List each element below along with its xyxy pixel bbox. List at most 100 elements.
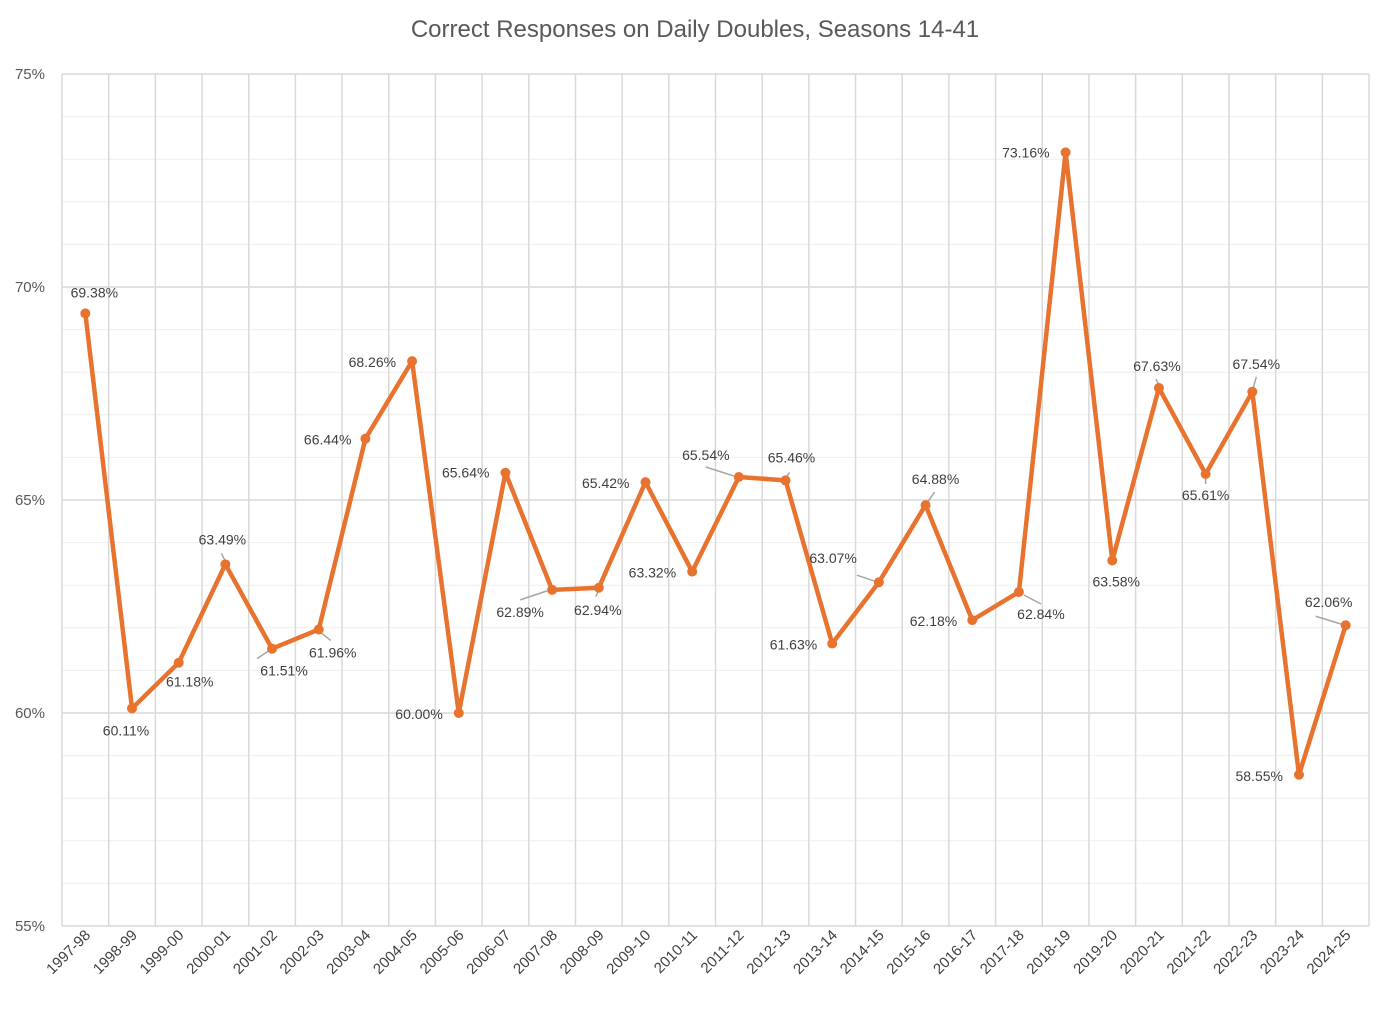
x-tick-label: 2012-13	[743, 927, 794, 978]
x-tick-label: 2019-20	[1070, 927, 1121, 978]
data-label: 62.84%	[1017, 606, 1064, 622]
data-label: 63.58%	[1093, 573, 1140, 589]
data-label: 62.94%	[574, 602, 621, 618]
data-label: 73.16%	[1002, 144, 1049, 160]
data-label: 66.44%	[304, 432, 351, 448]
data-point	[1013, 587, 1024, 598]
data-label: 61.96%	[309, 645, 356, 661]
data-point	[173, 657, 184, 668]
x-tick-label: 2003-04	[323, 927, 374, 978]
x-tick-label: 2017-18	[977, 927, 1028, 978]
data-label: 68.26%	[349, 354, 396, 370]
y-tick-label: 70%	[15, 279, 45, 296]
x-tick-label: 2010-11	[651, 927, 701, 977]
data-point	[733, 471, 744, 482]
x-tick-label: 2005-06	[417, 927, 468, 978]
x-tick-label: 2007-08	[510, 927, 561, 978]
data-label: 65.46%	[768, 449, 815, 465]
x-tick-label: 2021-22	[1163, 927, 1214, 978]
y-tick-label: 60%	[15, 705, 45, 722]
data-label: 62.89%	[496, 604, 543, 620]
x-tick-label: 2020-21	[1117, 927, 1168, 978]
x-tick-label: 1997-98	[43, 927, 94, 978]
data-point	[873, 577, 884, 588]
data-label: 67.54%	[1233, 356, 1280, 372]
data-label-leader-line	[705, 466, 735, 477]
data-point	[127, 703, 138, 714]
x-tick-label: 2011-12	[698, 927, 748, 977]
data-point	[1200, 469, 1211, 480]
y-tick-label: 75%	[15, 66, 45, 83]
data-label: 63.07%	[809, 550, 856, 566]
data-point	[1340, 620, 1351, 631]
data-point	[1247, 386, 1258, 397]
data-point	[920, 500, 931, 511]
data-label-leader-line	[1252, 376, 1258, 388]
data-label-leader-line	[256, 650, 270, 660]
x-tick-label: 1999-00	[137, 927, 188, 978]
data-point	[220, 559, 231, 570]
data-point	[687, 566, 698, 577]
data-point	[640, 477, 651, 488]
data-point	[1107, 555, 1118, 566]
data-label: 65.54%	[682, 447, 729, 463]
data-label: 63.32%	[629, 565, 676, 581]
x-tick-label: 1998-99	[90, 927, 141, 978]
data-label: 58.55%	[1235, 768, 1282, 784]
data-point	[80, 308, 91, 319]
x-tick-label: 2008-09	[557, 927, 608, 978]
x-tick-label: 2023-24	[1257, 927, 1308, 978]
x-tick-label: 2004-05	[370, 927, 421, 978]
x-tick-label: 2009-10	[603, 927, 654, 978]
data-label-leader-line	[1023, 594, 1042, 605]
data-label: 60.11%	[103, 722, 149, 738]
data-label: 65.64%	[442, 465, 489, 481]
data-point	[313, 624, 324, 635]
x-tick-label: 2015-16	[883, 927, 934, 978]
data-label: 61.18%	[166, 674, 213, 690]
data-label: 67.63%	[1133, 358, 1180, 374]
data-label: 64.88%	[912, 471, 959, 487]
data-label-leader-line	[1315, 615, 1342, 625]
data-point	[593, 582, 604, 593]
x-tick-label: 2001-02	[230, 927, 281, 978]
y-tick-label: 65%	[15, 492, 45, 509]
x-tick-label: 2018-19	[1023, 927, 1074, 978]
x-tick-label: 2002-03	[277, 927, 328, 978]
x-tick-label: 2014-15	[837, 927, 888, 978]
data-point	[1153, 382, 1164, 393]
data-label: 65.42%	[582, 475, 629, 491]
data-point	[547, 584, 558, 595]
data-point	[500, 467, 511, 478]
data-point	[967, 615, 978, 626]
data-label: 60.00%	[395, 706, 442, 722]
data-label-leader-line	[320, 631, 332, 642]
x-tick-label: 2000-01	[183, 927, 234, 978]
data-point	[1060, 147, 1071, 158]
data-label-leader-line	[519, 590, 548, 601]
series-line	[83, 150, 1348, 778]
data-point	[360, 433, 371, 444]
data-label: 61.51%	[260, 663, 307, 679]
y-tick-label: 55%	[15, 918, 45, 935]
data-label-leader-line	[856, 574, 876, 582]
data-label: 65.61%	[1182, 487, 1229, 503]
data-label: 69.38%	[71, 284, 118, 300]
x-tick-label: 2013-14	[790, 927, 841, 978]
data-point	[1293, 769, 1304, 780]
data-label: 62.18%	[910, 613, 957, 629]
chart-title: Correct Responses on Daily Doubles, Seas…	[410, 16, 980, 43]
data-label-leader-line	[926, 491, 936, 503]
data-point	[407, 356, 418, 367]
data-label: 63.49%	[199, 531, 246, 547]
x-tick-label: 2024-25	[1304, 927, 1355, 978]
data-label: 61.63%	[770, 637, 817, 653]
x-tick-label: 2016-17	[930, 927, 981, 978]
data-point	[267, 643, 278, 654]
data-point	[453, 708, 464, 718]
x-tick-label: 2022-23	[1210, 927, 1261, 978]
data-point	[827, 638, 838, 649]
x-tick-label: 2006-07	[463, 927, 514, 978]
data-label: 62.06%	[1305, 594, 1352, 610]
